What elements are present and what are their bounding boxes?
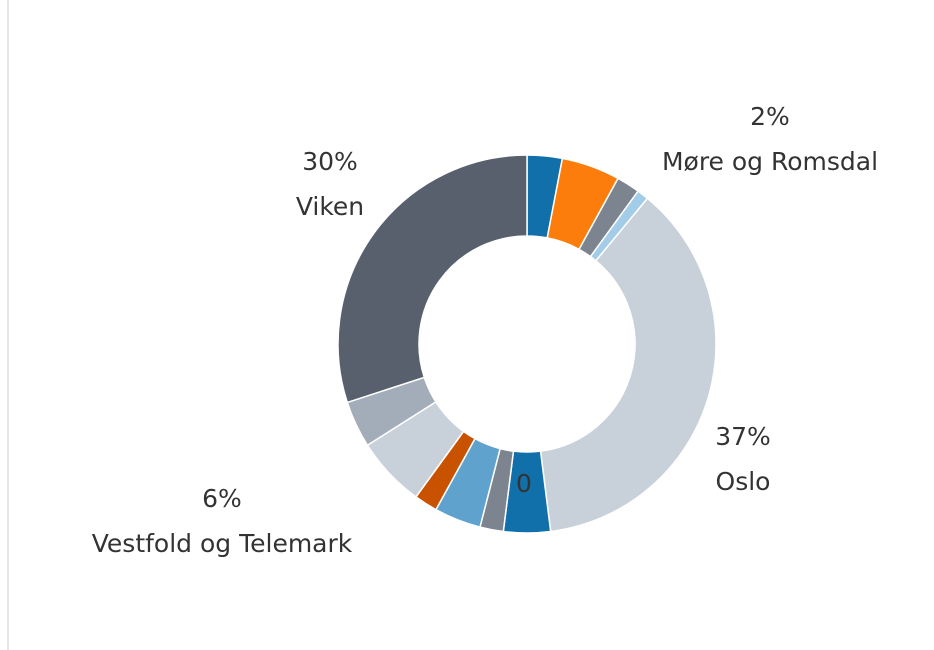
category-label: Oslo (716, 467, 771, 496)
category-label: Vestfold og Telemark (92, 529, 353, 558)
value-label: 30% (302, 147, 358, 176)
annotation: 0 (516, 469, 532, 498)
value-label: 2% (750, 102, 790, 131)
value-label: 6% (202, 484, 242, 513)
donut-segment (539, 197, 717, 533)
category-label: Møre og Romsdal (662, 147, 878, 176)
value-label: 37% (715, 422, 771, 451)
donut-segment (337, 154, 528, 404)
category-label: Viken (296, 192, 364, 221)
